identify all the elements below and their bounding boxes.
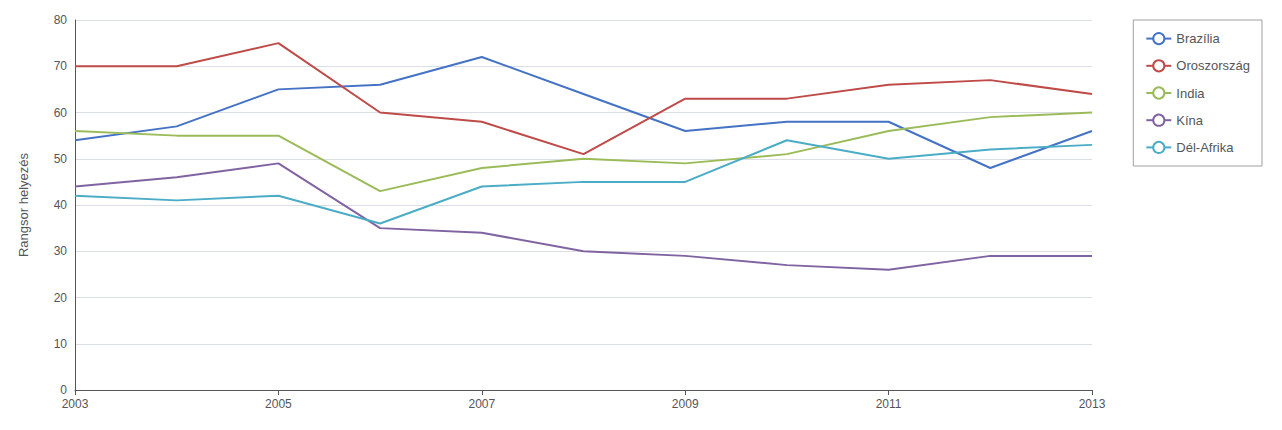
svg-text:2013: 2013 xyxy=(1079,397,1106,411)
svg-text:2005: 2005 xyxy=(265,397,292,411)
svg-text:India: India xyxy=(1176,86,1205,101)
svg-text:Rangsor helyezés: Rangsor helyezés xyxy=(16,152,31,257)
svg-text:2003: 2003 xyxy=(62,397,89,411)
svg-text:70: 70 xyxy=(54,59,68,73)
svg-text:Dél-Afrika: Dél-Afrika xyxy=(1176,140,1234,155)
svg-text:20: 20 xyxy=(54,291,68,305)
svg-text:Brazília: Brazília xyxy=(1176,31,1220,46)
svg-text:80: 80 xyxy=(54,13,68,27)
svg-text:2011: 2011 xyxy=(876,397,902,411)
svg-text:60: 60 xyxy=(54,106,68,120)
svg-text:50: 50 xyxy=(54,152,68,166)
svg-text:0: 0 xyxy=(60,383,67,397)
svg-text:2009: 2009 xyxy=(672,397,699,411)
svg-text:2007: 2007 xyxy=(468,397,495,411)
svg-text:40: 40 xyxy=(54,198,68,212)
svg-text:10: 10 xyxy=(54,337,68,351)
svg-text:30: 30 xyxy=(54,244,68,258)
svg-text:Oroszország: Oroszország xyxy=(1176,58,1250,73)
svg-text:Kína: Kína xyxy=(1176,113,1204,128)
